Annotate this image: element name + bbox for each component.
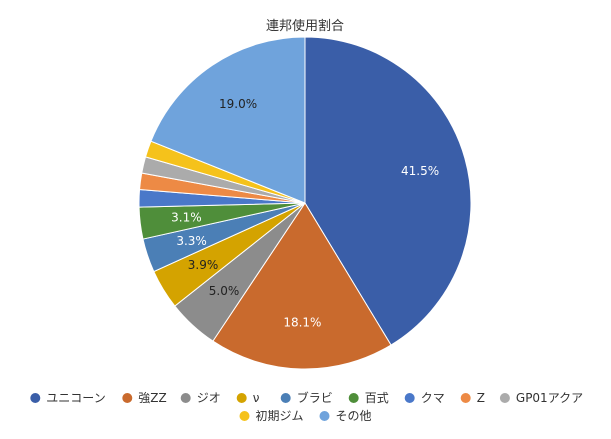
data-label-5: 3.3% xyxy=(176,234,207,248)
legend-label-5: ブラビ xyxy=(297,390,333,405)
pie-slice-11 xyxy=(150,36,306,204)
data-label-6: 3.1% xyxy=(171,211,202,225)
legend-label-8: Z xyxy=(477,391,485,405)
legend-label-11: その他 xyxy=(336,409,372,423)
legend-label-9: GP01アクア xyxy=(516,391,583,405)
pie-data-labels: 41.5% 18.1% 5.0% 3.9% 3.3% 3.1% 19.0% xyxy=(171,97,439,330)
data-label-4: 3.9% xyxy=(188,258,219,272)
data-label-3: 5.0% xyxy=(209,284,240,298)
legend-label-4: ν xyxy=(253,391,260,405)
legend-label-6: 百式 xyxy=(365,391,389,405)
data-label-1: 41.5% xyxy=(401,164,439,178)
legend-marker-10 xyxy=(239,411,250,421)
legend-label-3: ジオ xyxy=(197,391,221,405)
chart-title: 連邦使用割合 xyxy=(266,18,344,34)
legend-label-10: 初期ジム xyxy=(256,409,304,423)
legend-marker-6 xyxy=(348,393,359,403)
legend-label-2: 強ZZ xyxy=(138,391,166,405)
legend-marker-4 xyxy=(236,393,247,403)
data-label-11: 19.0% xyxy=(219,97,257,111)
legend-marker-8 xyxy=(460,393,471,403)
legend-label-7: クマ xyxy=(421,391,445,405)
legend-marker-2 xyxy=(122,393,133,403)
legend-marker-3 xyxy=(180,393,191,403)
data-label-2: 18.1% xyxy=(283,316,321,330)
legend-marker-1 xyxy=(30,393,41,403)
pie-slices xyxy=(138,36,472,370)
legend-marker-11 xyxy=(319,411,330,421)
pie-slice-2 xyxy=(212,202,392,370)
legend-marker-7 xyxy=(404,393,415,403)
pie-slice-1 xyxy=(304,36,472,346)
legend-marker-9 xyxy=(499,393,510,403)
legend-marker-5 xyxy=(280,393,291,403)
legend-label-1: ユニコーン xyxy=(46,391,105,405)
